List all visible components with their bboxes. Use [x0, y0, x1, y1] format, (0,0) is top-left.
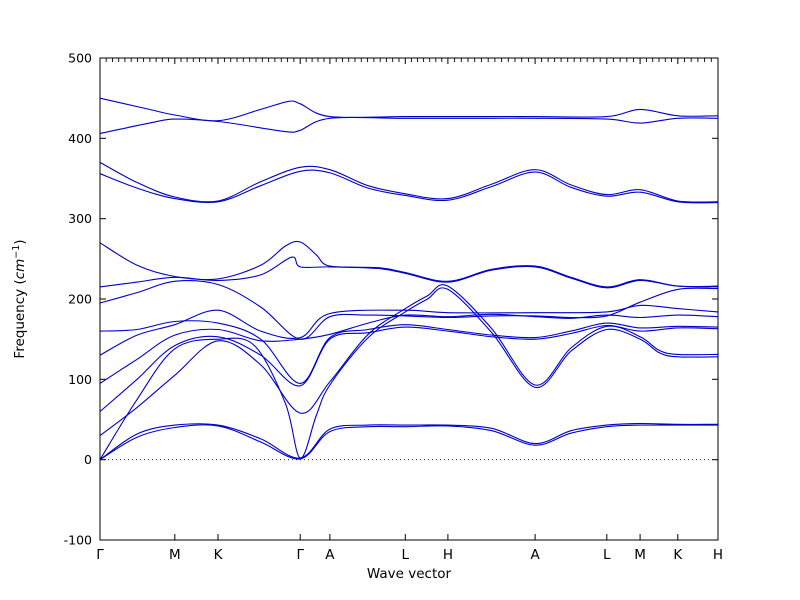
band-curve	[99, 169, 719, 204]
y-tick-label: 300	[68, 211, 92, 226]
x-tick-label: L	[603, 547, 611, 563]
band-curve	[99, 256, 719, 289]
band-curve	[99, 313, 719, 384]
y-tick-label: 0	[84, 452, 92, 467]
band-curve	[99, 304, 719, 356]
x-tick-label: H	[443, 547, 453, 563]
y-axis-label: Frequency (cm−1)	[11, 239, 28, 358]
y-tick-label: 400	[68, 131, 92, 146]
x-tick-label: A	[325, 547, 335, 563]
band-curve	[99, 424, 718, 461]
band-curve	[99, 284, 719, 437]
band-curve	[99, 97, 719, 122]
y-tick-label: 200	[68, 292, 92, 307]
x-tick-label: K	[214, 547, 224, 563]
x-tick-label: Γ	[96, 547, 104, 563]
band-curve	[99, 287, 719, 460]
y-tick-label: 100	[68, 372, 92, 387]
plot-frame	[99, 57, 719, 541]
x-tick-label: A	[530, 547, 540, 563]
band-curve	[99, 320, 719, 384]
x-tick-label: H	[713, 547, 723, 563]
band-curve	[99, 240, 719, 288]
band-curve	[99, 280, 719, 340]
x-tick-label: M	[634, 547, 646, 563]
x-tick-label: L	[402, 547, 410, 563]
band-curve	[99, 116, 719, 135]
x-axis-label: Wave vector	[367, 566, 452, 582]
y-tick-label: -100	[64, 533, 92, 548]
band-curve	[99, 422, 719, 461]
band-curve	[99, 324, 719, 412]
x-tick-label: Γ	[296, 547, 304, 563]
x-tick-label: K	[673, 547, 683, 563]
y-tick-label: 500	[68, 51, 92, 66]
x-tick-label: M	[169, 547, 181, 563]
